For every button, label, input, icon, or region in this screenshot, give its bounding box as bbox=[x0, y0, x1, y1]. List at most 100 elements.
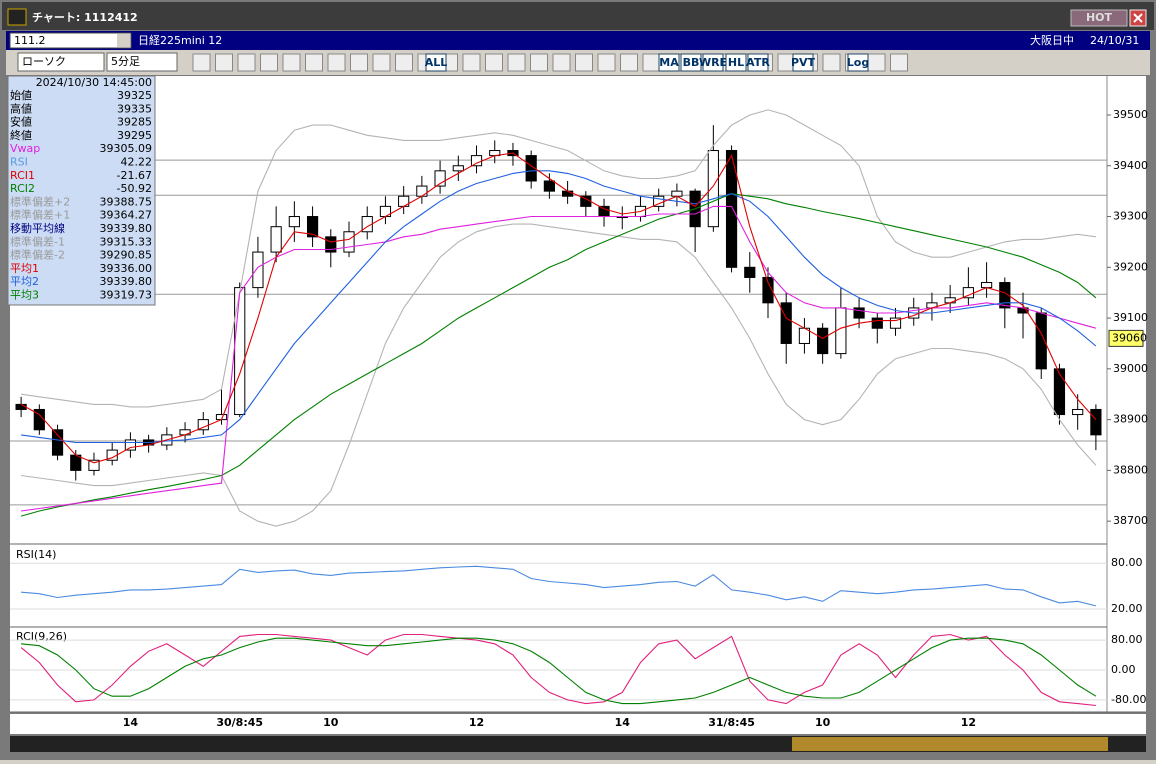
window-title: チャート: 1112412 bbox=[32, 11, 138, 24]
tool-label: ALL bbox=[425, 56, 448, 69]
candle-body bbox=[871, 317, 883, 329]
tool-button[interactable] bbox=[792, 53, 814, 72]
last-price: 39060 bbox=[1112, 331, 1147, 344]
candle-body bbox=[270, 226, 282, 253]
interval-select[interactable] bbox=[106, 52, 178, 72]
candle-body bbox=[252, 251, 264, 289]
info-label: 標準偏差-1 bbox=[10, 234, 65, 248]
y-tick-label: 39300 bbox=[1113, 210, 1148, 223]
candle-body bbox=[1053, 368, 1066, 416]
info-label: 平均1 bbox=[10, 262, 39, 275]
y-tick-label: 0.00 bbox=[1111, 663, 1136, 676]
tool-button[interactable] bbox=[680, 53, 702, 72]
instrument: 日経225mini 12 bbox=[138, 34, 222, 47]
title-bar bbox=[2, 2, 1154, 30]
candle-body bbox=[980, 282, 993, 289]
y-tick-label: 39500 bbox=[1113, 108, 1148, 121]
tool-icon[interactable] bbox=[620, 53, 638, 72]
candle-body bbox=[124, 439, 137, 451]
chart-area bbox=[10, 76, 1146, 712]
candle-body bbox=[999, 282, 1011, 309]
chart-kind-select[interactable] bbox=[17, 52, 105, 72]
tool-icon[interactable] bbox=[215, 53, 233, 72]
tool-button[interactable] bbox=[725, 53, 747, 72]
interval: 5分足 bbox=[111, 55, 140, 68]
indicator-line bbox=[21, 223, 1097, 527]
tool-button[interactable] bbox=[702, 53, 724, 72]
candle-body bbox=[306, 216, 319, 238]
scroll-thumb[interactable] bbox=[792, 737, 1108, 751]
chart-kind: ローソク bbox=[22, 55, 66, 68]
hot-label: HOT bbox=[1086, 11, 1113, 24]
tool-icon[interactable] bbox=[867, 53, 886, 72]
tool-label: HL bbox=[728, 56, 744, 69]
info-label: 平均2 bbox=[10, 275, 39, 288]
y-tick-label: 38800 bbox=[1113, 463, 1148, 476]
tool-icon[interactable] bbox=[642, 53, 661, 72]
code-input[interactable] bbox=[9, 32, 132, 49]
tool-icon[interactable] bbox=[507, 53, 526, 72]
info-label: 標準偏差-2 bbox=[10, 248, 65, 262]
indicator-line bbox=[20, 633, 1096, 707]
info-label: RCI1 bbox=[10, 169, 35, 182]
candle-body bbox=[470, 155, 483, 167]
y-tick-label: 38900 bbox=[1113, 413, 1148, 426]
info-value: -21.67 bbox=[117, 169, 152, 182]
indicator-line bbox=[21, 205, 1097, 512]
x-tick-label: 31/8:45 bbox=[708, 716, 755, 729]
tool-icon[interactable] bbox=[327, 53, 346, 72]
tool-icon[interactable] bbox=[530, 53, 548, 72]
candle-body bbox=[325, 236, 337, 253]
hot-button[interactable] bbox=[1070, 9, 1128, 27]
x-tick-label: 14 bbox=[615, 716, 631, 729]
info-label: 平均3 bbox=[10, 289, 39, 302]
panel-title: RCI(9,26) bbox=[16, 630, 67, 643]
dropdown-arrow[interactable] bbox=[117, 34, 130, 47]
info-label: 始値 bbox=[10, 88, 32, 102]
tool-label: MA bbox=[659, 56, 679, 69]
tool-icon[interactable] bbox=[350, 53, 368, 72]
code: 111.2 bbox=[14, 34, 46, 47]
tool-icon[interactable] bbox=[485, 53, 503, 72]
tool-icon[interactable] bbox=[192, 53, 211, 72]
app-icon bbox=[7, 8, 27, 26]
info-label: 高値 bbox=[10, 101, 32, 115]
tool-button[interactable] bbox=[847, 53, 869, 72]
info-label: RCI2 bbox=[10, 182, 35, 195]
x-tick-label: 10 bbox=[815, 716, 831, 729]
candle-body bbox=[1090, 408, 1102, 436]
close-icon bbox=[1133, 13, 1143, 23]
candle-body bbox=[707, 150, 719, 228]
tool-button[interactable] bbox=[658, 53, 680, 72]
candle-body bbox=[434, 170, 446, 187]
x-tick-label: 30/8:45 bbox=[216, 716, 263, 729]
tool-icon[interactable] bbox=[597, 53, 616, 72]
candle-body bbox=[562, 190, 574, 197]
candle-body bbox=[343, 231, 355, 253]
candle-body bbox=[944, 297, 956, 304]
tool-icon[interactable] bbox=[462, 53, 481, 72]
tool-icon[interactable] bbox=[260, 53, 278, 72]
tool-button[interactable] bbox=[747, 53, 769, 72]
indicator-line bbox=[21, 637, 1097, 705]
tool-icon[interactable] bbox=[305, 53, 323, 72]
candle-body bbox=[452, 165, 464, 172]
y-tick-label: 39100 bbox=[1113, 311, 1148, 324]
tool-icon[interactable] bbox=[237, 53, 256, 72]
info-label: 標準偏差+2 bbox=[10, 194, 70, 208]
tool-icon[interactable] bbox=[552, 53, 571, 72]
candle-body bbox=[525, 155, 537, 182]
candle-body bbox=[234, 287, 246, 416]
tool-icon[interactable] bbox=[890, 53, 908, 72]
tool-button[interactable] bbox=[425, 53, 447, 72]
candle-body bbox=[51, 429, 64, 456]
tool-icon[interactable] bbox=[372, 53, 391, 72]
tool-icon[interactable] bbox=[822, 53, 841, 72]
tool-label: WRE bbox=[699, 56, 727, 69]
candle-body bbox=[762, 276, 774, 304]
tool-icon[interactable] bbox=[395, 53, 413, 72]
info-value: 39315.33 bbox=[100, 235, 153, 248]
tool-icon[interactable] bbox=[575, 53, 593, 72]
tool-icon[interactable] bbox=[282, 53, 301, 72]
